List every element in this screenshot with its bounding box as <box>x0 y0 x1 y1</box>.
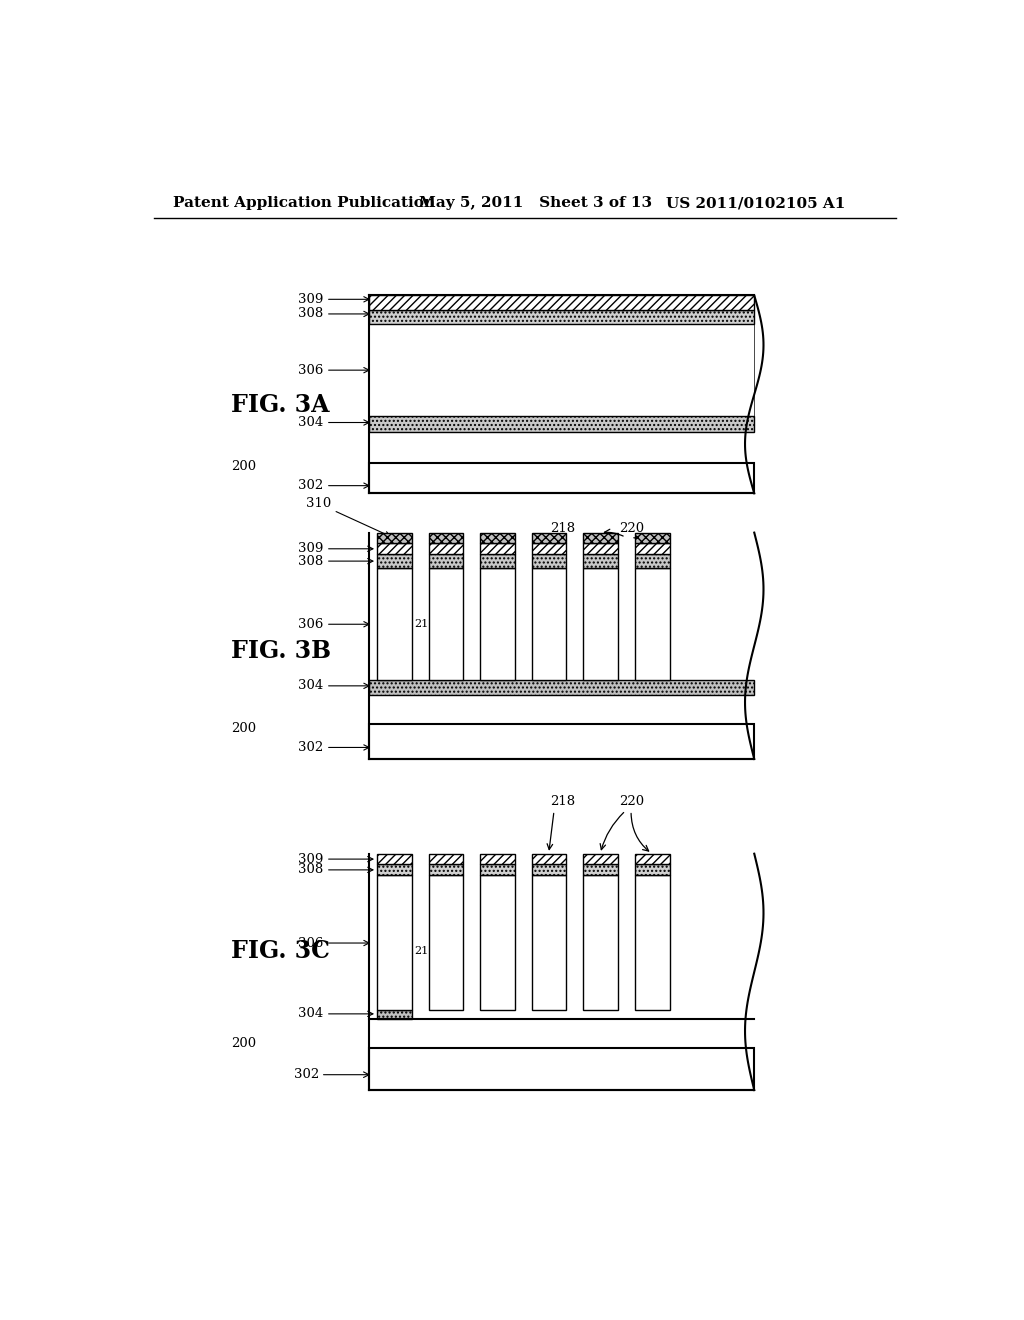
Text: 306: 306 <box>298 618 369 631</box>
Bar <box>584 854 617 865</box>
Bar <box>635 865 670 875</box>
Text: 310: 310 <box>305 496 390 536</box>
Bar <box>429 544 463 554</box>
Bar <box>531 854 566 865</box>
Bar <box>429 533 463 544</box>
Bar <box>584 544 617 554</box>
Bar <box>635 854 670 865</box>
Bar <box>429 865 463 875</box>
Bar <box>635 554 670 568</box>
Bar <box>377 1010 412 1019</box>
Text: 304: 304 <box>298 680 369 693</box>
Bar <box>531 554 566 568</box>
Bar <box>429 875 463 1010</box>
Text: 200: 200 <box>230 459 256 473</box>
Bar <box>584 865 617 875</box>
Bar <box>480 544 515 554</box>
Bar <box>377 554 412 568</box>
Bar <box>531 875 566 1010</box>
Bar <box>635 568 670 680</box>
Bar <box>370 296 755 310</box>
Text: 306: 306 <box>298 936 369 949</box>
Bar <box>370 725 755 759</box>
Bar <box>429 568 463 680</box>
Text: 309: 309 <box>298 543 373 556</box>
Bar <box>370 323 755 416</box>
Bar <box>584 568 617 680</box>
Text: 212a: 212a <box>380 939 408 948</box>
Text: 304: 304 <box>298 1007 373 1020</box>
Text: 212a: 212a <box>380 619 408 630</box>
Text: 218: 218 <box>550 521 575 535</box>
Text: 200: 200 <box>230 722 256 735</box>
Text: 302: 302 <box>298 741 369 754</box>
Bar <box>531 544 566 554</box>
Text: US 2011/0102105 A1: US 2011/0102105 A1 <box>666 197 845 210</box>
Bar <box>377 568 412 680</box>
Bar <box>377 544 412 554</box>
Bar <box>635 875 670 1010</box>
Bar <box>480 554 515 568</box>
Text: 302: 302 <box>294 1068 319 1081</box>
Bar <box>531 533 566 544</box>
Text: FIG. 3A: FIG. 3A <box>230 393 329 417</box>
Bar <box>480 865 515 875</box>
Text: 309: 309 <box>298 293 369 306</box>
Bar <box>377 533 412 544</box>
Bar <box>429 854 463 865</box>
Bar <box>635 533 670 544</box>
Bar <box>377 865 412 875</box>
Text: 306: 306 <box>298 363 369 376</box>
Bar <box>370 416 755 432</box>
Bar <box>584 875 617 1010</box>
Text: 308: 308 <box>298 863 373 876</box>
Bar <box>531 865 566 875</box>
Text: 308: 308 <box>298 554 373 568</box>
Text: 211: 211 <box>415 619 436 630</box>
Bar <box>370 1048 755 1090</box>
Text: FIG. 3C: FIG. 3C <box>230 940 330 964</box>
Text: Patent Application Publication: Patent Application Publication <box>173 197 435 210</box>
Text: 211: 211 <box>415 945 436 956</box>
Bar <box>377 875 412 1010</box>
Bar <box>584 533 617 544</box>
Bar <box>480 875 515 1010</box>
Text: 220: 220 <box>620 521 645 535</box>
Text: 220: 220 <box>620 795 645 808</box>
Bar <box>370 462 755 494</box>
Text: FIG. 3B: FIG. 3B <box>230 639 331 663</box>
Bar <box>635 544 670 554</box>
Bar <box>480 568 515 680</box>
Text: 200: 200 <box>230 1038 256 1051</box>
Bar <box>377 854 412 865</box>
Bar <box>370 310 755 323</box>
Text: 304: 304 <box>298 416 369 429</box>
Text: May 5, 2011   Sheet 3 of 13: May 5, 2011 Sheet 3 of 13 <box>419 197 652 210</box>
Bar <box>584 554 617 568</box>
Text: 309: 309 <box>298 853 373 866</box>
Text: 308: 308 <box>298 308 369 321</box>
Bar <box>370 680 755 696</box>
Bar <box>429 554 463 568</box>
Text: 302: 302 <box>298 479 369 492</box>
Bar <box>480 854 515 865</box>
Bar <box>531 568 566 680</box>
Bar <box>480 533 515 544</box>
Text: 218: 218 <box>550 795 575 808</box>
